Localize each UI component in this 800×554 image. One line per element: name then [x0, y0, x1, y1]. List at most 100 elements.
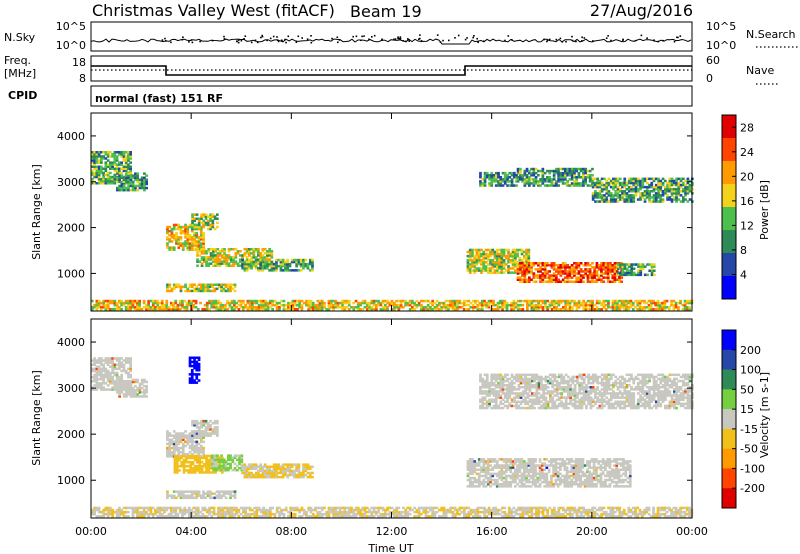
- heatmap-cell: [509, 476, 513, 480]
- heatmap-cell: [525, 462, 528, 465]
- heatmap-cell: [149, 306, 153, 309]
- heatmap-cell: [250, 264, 253, 268]
- heatmap-cell: [657, 177, 660, 181]
- heatmap-cell: [206, 424, 210, 427]
- heatmap-cell: [318, 308, 322, 311]
- heatmap-cell: [442, 301, 446, 305]
- heatmap-cell: [677, 183, 681, 187]
- heatmap-cell: [168, 444, 172, 448]
- heatmap-cell: [293, 260, 296, 264]
- heatmap-cell: [673, 181, 676, 185]
- heatmap-cell: [564, 264, 567, 267]
- heatmap-cell: [140, 382, 144, 386]
- heatmap-cell: [356, 306, 360, 309]
- heatmap-cell: [426, 303, 430, 307]
- heatmap-cell: [466, 269, 470, 272]
- heatmap-cell: [504, 466, 508, 469]
- heatmap-cell: [306, 471, 310, 475]
- heatmap-cell: [579, 280, 583, 283]
- heatmap-cell: [600, 196, 604, 199]
- heatmap-cell: [261, 258, 265, 262]
- heatmap-cell: [102, 367, 105, 371]
- heatmap-cell: [473, 261, 477, 264]
- heatmap-cell: [630, 200, 633, 203]
- heatmap-cell: [555, 270, 558, 273]
- heatmap-cell: [493, 256, 497, 260]
- heatmap-cell: [510, 184, 514, 187]
- heatmap-cell: [272, 262, 276, 266]
- heatmap-cell: [619, 263, 622, 266]
- heatmap-cell: [502, 466, 506, 469]
- heatmap-cell: [272, 267, 276, 270]
- nsearch-point: [397, 36, 399, 38]
- heatmap-cell: [566, 174, 569, 177]
- heatmap-cell: [615, 278, 619, 281]
- heatmap-cell: [215, 458, 219, 462]
- heatmap-cell: [451, 299, 455, 303]
- heatmap-cell: [438, 308, 441, 311]
- heatmap-cell: [140, 180, 144, 184]
- heatmap-cell: [543, 472, 546, 476]
- heatmap-cell: [557, 167, 560, 171]
- heatmap-cell: [163, 303, 166, 307]
- heatmap-cell: [503, 303, 507, 307]
- heatmap-cell: [241, 267, 244, 270]
- heatmap-cell: [166, 434, 169, 437]
- heatmap-cell: [588, 276, 592, 279]
- heatmap-cell: [106, 171, 110, 175]
- heatmap-cell: [643, 198, 647, 201]
- heatmap-cell: [91, 308, 94, 311]
- heatmap-cell: [471, 470, 474, 474]
- heatmap-cell: [545, 485, 549, 488]
- heatmap-cell: [495, 478, 499, 482]
- heatmap-cell: [605, 196, 609, 199]
- heatmap-cell: [95, 182, 99, 185]
- heatmap-cell: [460, 306, 464, 309]
- heatmap-cell: [507, 271, 510, 274]
- heatmap-cell: [202, 465, 206, 468]
- heatmap-cell: [91, 165, 94, 168]
- heatmap-cell: [188, 438, 192, 441]
- heatmap-cell: [212, 258, 215, 261]
- heatmap-cell: [261, 260, 265, 264]
- heatmap-cell: [589, 299, 592, 303]
- heatmap-cell: [100, 179, 103, 183]
- heatmap-cell: [196, 456, 199, 460]
- heatmap-cell: [570, 184, 574, 187]
- heatmap-cell: [97, 299, 101, 303]
- heatmap-cell: [257, 269, 260, 272]
- heatmap-cell: [620, 280, 624, 283]
- heatmap-cell: [492, 174, 496, 177]
- heatmap-cell: [634, 187, 638, 191]
- heatmap-cell: [205, 264, 208, 267]
- heatmap-cell: [532, 478, 535, 482]
- heatmap-cell: [534, 468, 537, 471]
- heatmap-cell: [197, 238, 201, 241]
- heatmap-cell: [197, 434, 201, 437]
- heatmap-cell: [97, 367, 101, 371]
- heatmap-cell: [556, 466, 560, 469]
- heatmap-cell: [120, 174, 124, 177]
- heatmap-cell: [537, 262, 540, 265]
- heatmap-cell: [252, 252, 256, 255]
- heatmap-cell: [168, 442, 172, 446]
- heatmap-cell: [222, 490, 226, 493]
- heatmap-cell: [202, 422, 206, 425]
- heatmap-cell: [143, 391, 146, 394]
- heatmap-cell: [286, 473, 289, 477]
- heatmap-cell: [93, 303, 96, 307]
- heatmap-cell: [504, 458, 508, 461]
- heatmap-cell: [625, 306, 628, 309]
- heatmap-cell: [122, 303, 126, 307]
- heatmap-cell: [199, 440, 203, 444]
- heatmap-cell: [177, 244, 181, 247]
- heatmap-cell: [611, 301, 615, 305]
- heatmap-cell: [682, 200, 685, 203]
- heatmap-cell: [661, 192, 665, 195]
- nsearch-points: [161, 34, 682, 44]
- heatmap-cell: [566, 266, 569, 269]
- heatmap-cell: [118, 386, 121, 390]
- heatmap-cell: [213, 215, 217, 218]
- heatmap-cell: [199, 289, 203, 293]
